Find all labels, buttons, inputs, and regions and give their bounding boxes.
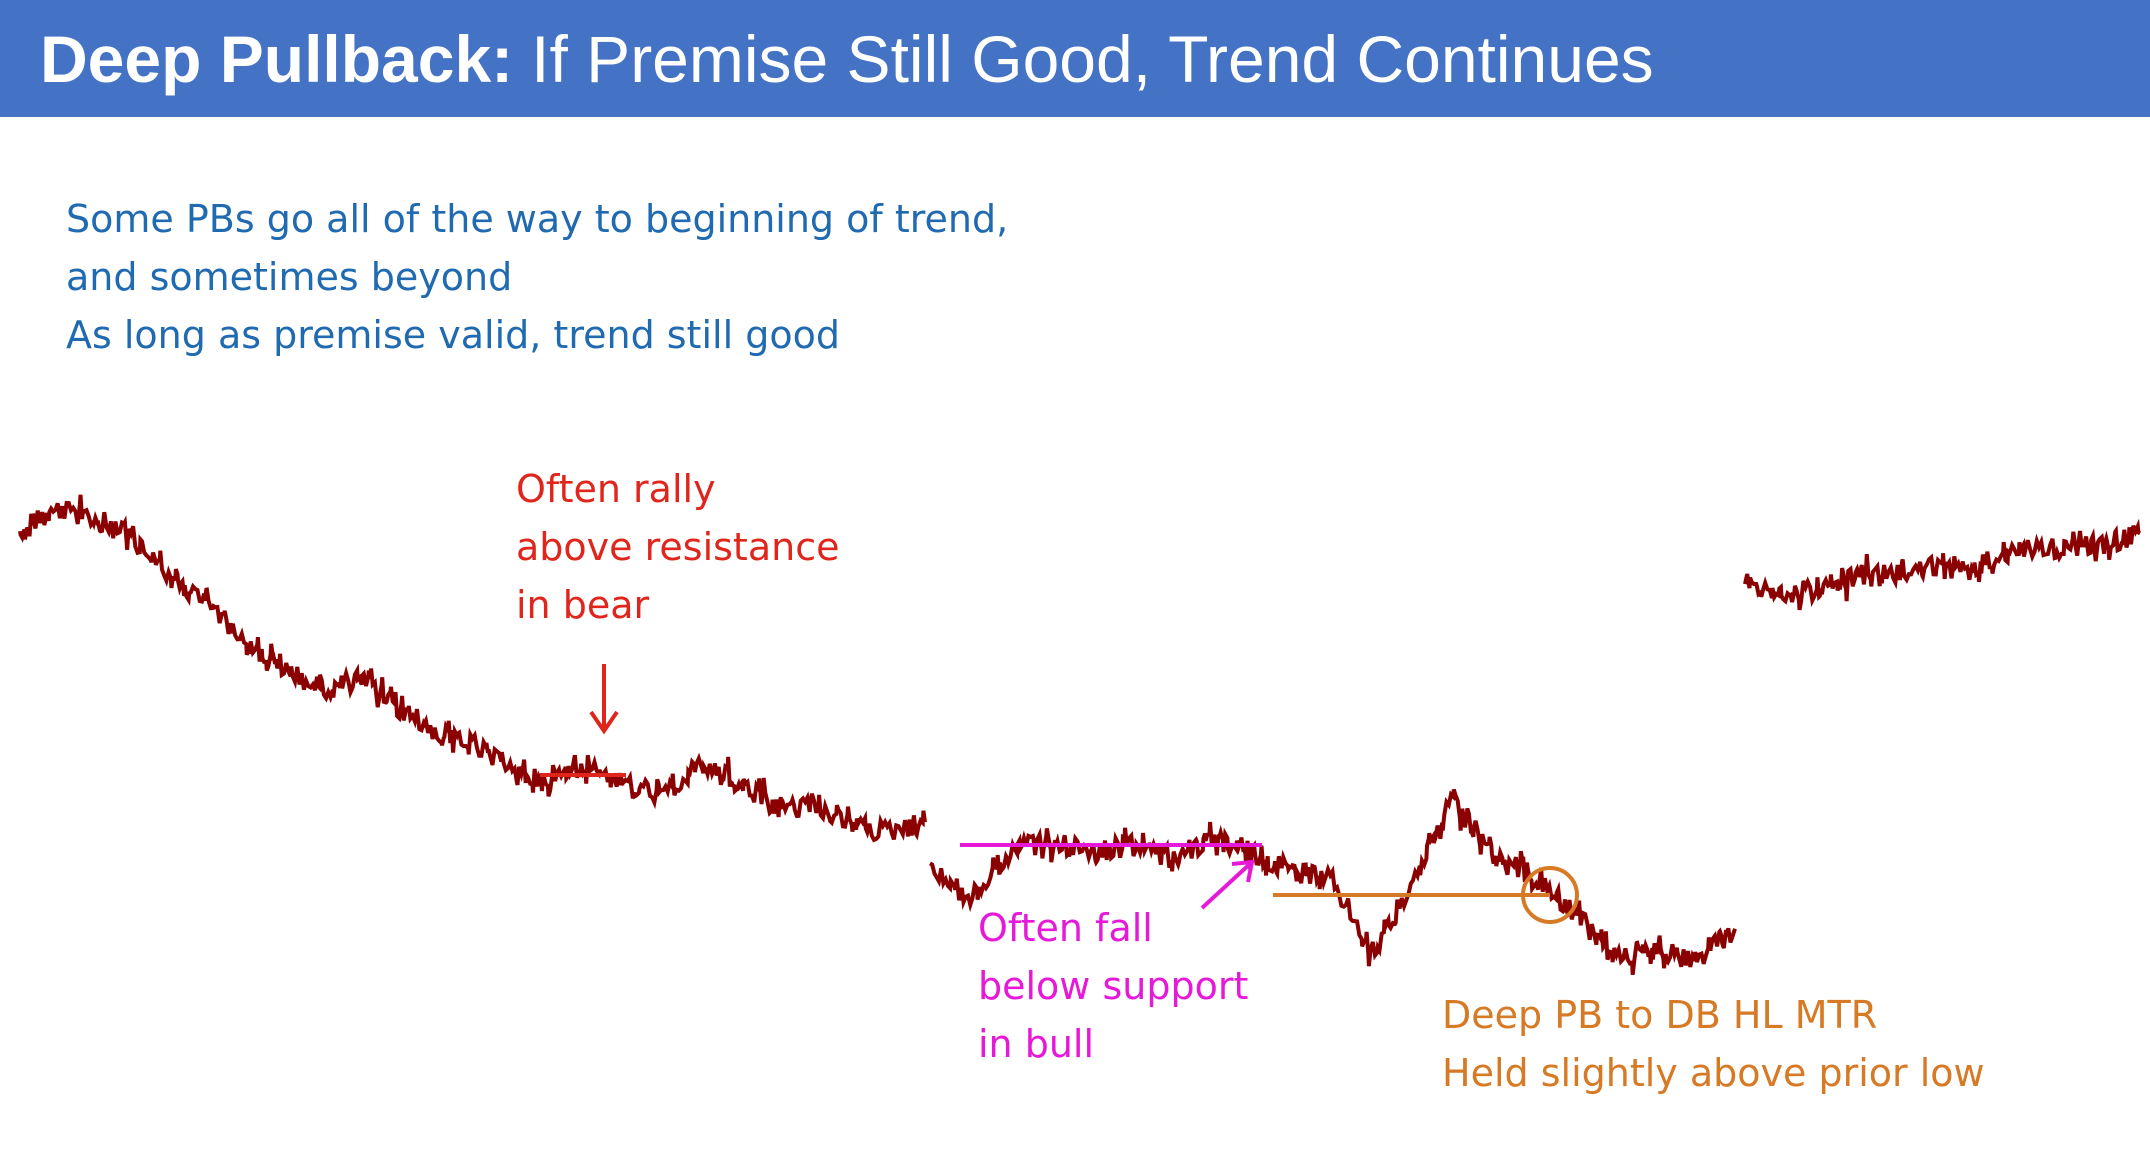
note-line: above resistance (516, 525, 840, 569)
price-line-bull-segment-1 (929, 788, 1737, 976)
intro-line: As long as premise valid, trend still go… (66, 313, 840, 357)
note-line: Deep PB to DB HL MTR (1442, 993, 1878, 1037)
note-line: in bull (978, 1022, 1095, 1066)
note-line: in bear (516, 583, 650, 627)
intro-line: Some PBs go all of the way to beginning … (66, 197, 1009, 241)
deep-pb-note: Deep PB to DB HL MTR Held slightly above… (1442, 986, 1985, 1102)
title-bold: Deep Pullback: (40, 21, 514, 96)
price-line-bull-segment-2 (1743, 518, 2141, 611)
title-bar: Deep Pullback: If Premise Still Good, Tre… (0, 0, 2150, 117)
down-arrow-head (589, 710, 619, 735)
bear-rally-note: Often rally above resistance in bear (516, 460, 839, 634)
price-line-bear-segment (18, 494, 927, 843)
page-title: Deep Pullback: If Premise Still Good, Tre… (40, 21, 1654, 97)
annotation-marks (540, 664, 1579, 924)
higher-low-circle (1521, 866, 1579, 924)
up-arrow-head (1231, 859, 1255, 883)
bull-support-note: Often fall below support in bull (978, 899, 1248, 1073)
note-line: Held slightly above prior low (1442, 1051, 1985, 1095)
note-line: Often rally (516, 467, 716, 511)
price-series-layer (18, 494, 2141, 976)
up-arrow-shaft (1200, 860, 1254, 910)
intro-text: Some PBs go all of the way to beginning … (66, 190, 1008, 364)
note-line: below support (978, 964, 1249, 1008)
intro-line: and sometimes beyond (66, 255, 513, 299)
note-line: Often fall (978, 906, 1153, 950)
title-rest: If Premise Still Good, Trend Continues (531, 21, 1654, 96)
